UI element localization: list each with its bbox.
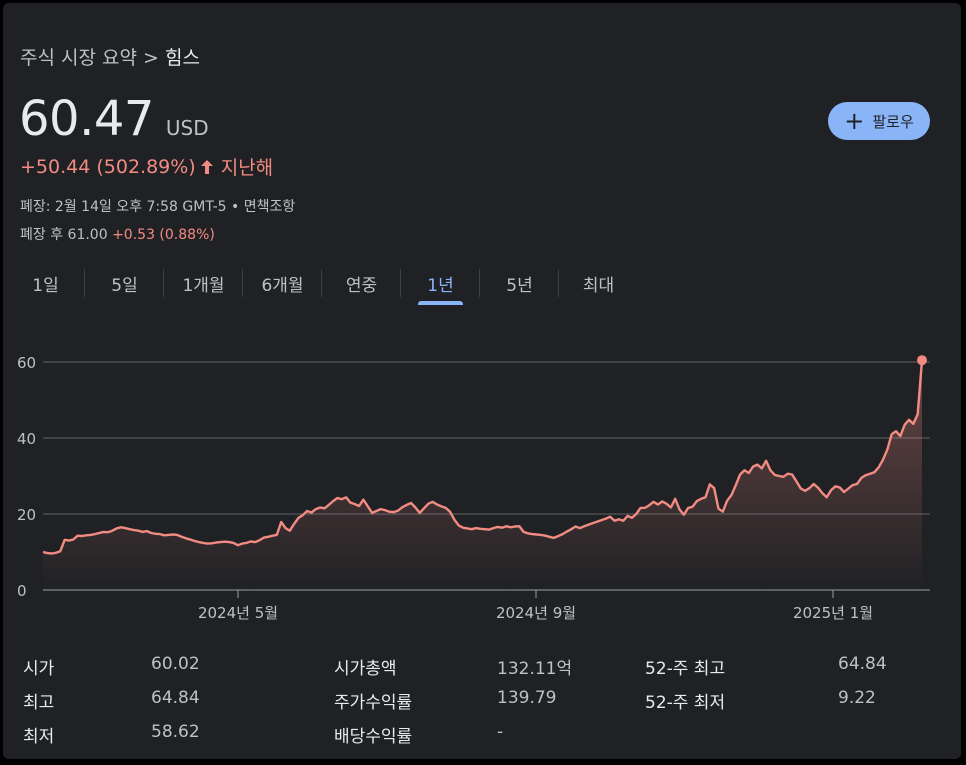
change-value: +50.44 (502.89%) xyxy=(20,155,196,178)
tab-ytd[interactable]: 연중 xyxy=(322,265,401,301)
after-hours-change: +0.53 (0.88%) xyxy=(112,227,215,243)
change-period: 지난해 xyxy=(220,157,274,179)
stat-label: 최고 xyxy=(23,693,55,713)
tab-max[interactable]: 최대 xyxy=(582,275,615,296)
stat-label: 52-주 최고 xyxy=(645,659,726,679)
close-info: 폐장: 2월 14일 오후 7:58 GMT-5 • 면책조항 xyxy=(20,199,296,215)
stat-value: - xyxy=(497,722,504,742)
price-line xyxy=(42,360,924,555)
breadcrumb-parent[interactable]: 주식 시장 요약 xyxy=(20,47,137,69)
stock-summary-panel: 주식 시장 요약 > 힘스 60.47 USD +50.44 (502.89%)… xyxy=(3,3,961,759)
currency-label: USD xyxy=(165,116,209,140)
last-point-marker xyxy=(917,355,927,366)
breadcrumb-current: 힘스 xyxy=(164,47,200,69)
x-tick-label: 2024년 5월 xyxy=(198,604,278,622)
stat-value: 9.22 xyxy=(838,688,876,708)
follow-label: 팔로우 xyxy=(872,112,914,131)
x-tick-label: 2025년 1월 xyxy=(793,604,873,622)
breadcrumb: 주식 시장 요약 > 힘스 xyxy=(20,43,200,70)
y-tick-label: 0 xyxy=(17,582,27,600)
tab-1m[interactable]: 1개월 xyxy=(164,265,243,301)
stat-value: 60.02 xyxy=(151,654,200,674)
stat-label: 최저 xyxy=(23,727,55,747)
y-tick-label: 40 xyxy=(17,430,36,448)
price-row: 60.47 USD xyxy=(19,91,209,147)
price-area xyxy=(43,360,922,590)
plus-icon: + xyxy=(844,107,865,135)
stat-label: 시가 xyxy=(23,659,55,679)
tab-6m[interactable]: 6개월 xyxy=(243,265,322,301)
tab-5y[interactable]: 5년 xyxy=(480,265,559,301)
follow-button[interactable]: + 팔로우 xyxy=(828,102,930,140)
stat-label: 52-주 최저 xyxy=(645,693,726,713)
stat-label: 시가총액 xyxy=(334,659,397,679)
breadcrumb-separator: > xyxy=(143,47,159,69)
after-hours-info: 폐장 후 61.00 +0.53 (0.88%) xyxy=(20,224,215,244)
stat-value: 132.11억 xyxy=(497,659,573,679)
active-tab-indicator xyxy=(418,301,463,305)
after-hours-price: 폐장 후 61.00 xyxy=(20,227,108,243)
y-tick-label: 60 xyxy=(17,354,36,372)
tab-1d[interactable]: 1일 xyxy=(6,265,85,301)
tab-5d[interactable]: 5일 xyxy=(85,265,164,301)
tab-1y[interactable]: 1년 xyxy=(401,265,480,305)
stat-label: 배당수익률 xyxy=(334,727,413,747)
arrow-up-icon xyxy=(200,159,213,174)
current-price: 60.47 xyxy=(19,91,154,147)
stat-label: 주가수익률 xyxy=(334,693,413,713)
stat-value: 64.84 xyxy=(838,654,887,674)
stat-value: 58.62 xyxy=(151,722,200,742)
y-tick-label: 20 xyxy=(17,506,36,524)
stat-value: 64.84 xyxy=(151,688,200,708)
range-tabs: 1일 5일 1개월 6개월 연중 1년 5년 최대 xyxy=(6,265,638,305)
price-chart[interactable]: 0 20 40 60 2024년 5월 2024년 9월 2025년 1월 xyxy=(3,333,961,633)
price-change: +50.44 (502.89%) 지난해 xyxy=(20,153,273,180)
x-tick-label: 2024년 9월 xyxy=(496,604,576,622)
stat-value: 139.79 xyxy=(497,688,557,708)
